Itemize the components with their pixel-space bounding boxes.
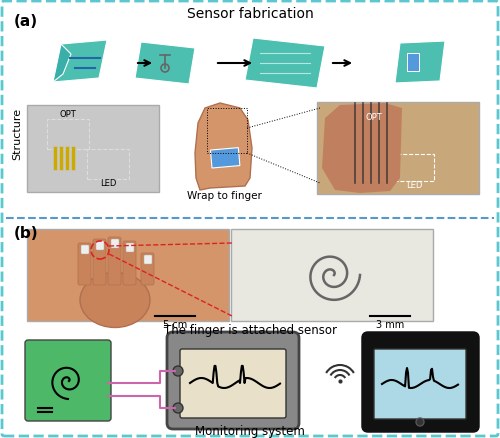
FancyBboxPatch shape	[180, 349, 286, 418]
Text: Structure: Structure	[12, 108, 22, 160]
FancyBboxPatch shape	[111, 240, 119, 248]
Polygon shape	[53, 41, 107, 83]
Polygon shape	[195, 104, 252, 191]
FancyBboxPatch shape	[27, 106, 159, 193]
Polygon shape	[322, 104, 402, 194]
Circle shape	[173, 366, 183, 376]
FancyBboxPatch shape	[363, 333, 478, 431]
Text: Sensor fabrication: Sensor fabrication	[186, 7, 314, 21]
Circle shape	[416, 418, 424, 426]
Polygon shape	[245, 39, 325, 89]
FancyBboxPatch shape	[78, 244, 91, 285]
FancyBboxPatch shape	[167, 332, 299, 429]
Bar	[210, 148, 240, 169]
FancyBboxPatch shape	[231, 230, 433, 321]
Text: Wrap to finger: Wrap to finger	[186, 191, 262, 201]
FancyBboxPatch shape	[93, 240, 106, 285]
Polygon shape	[395, 42, 445, 84]
Text: LED: LED	[406, 180, 422, 190]
Text: (b): (b)	[14, 226, 38, 240]
Text: The finger is attached sensor: The finger is attached sensor	[164, 323, 336, 336]
Bar	[407, 54, 419, 72]
FancyBboxPatch shape	[25, 340, 111, 421]
FancyBboxPatch shape	[81, 245, 89, 254]
Ellipse shape	[80, 273, 150, 328]
FancyBboxPatch shape	[96, 241, 104, 251]
Circle shape	[173, 403, 183, 413]
Text: LED: LED	[100, 179, 116, 187]
FancyBboxPatch shape	[108, 237, 121, 285]
FancyBboxPatch shape	[374, 349, 466, 419]
Polygon shape	[53, 45, 71, 83]
FancyBboxPatch shape	[141, 254, 154, 285]
Text: (a): (a)	[14, 14, 38, 29]
Text: 5 cm: 5 cm	[163, 319, 187, 329]
Text: Monitoring system: Monitoring system	[195, 424, 305, 437]
Text: 3 mm: 3 mm	[376, 319, 404, 329]
Polygon shape	[135, 43, 195, 85]
Text: OPT: OPT	[366, 113, 382, 122]
Text: OPT: OPT	[60, 110, 76, 119]
FancyBboxPatch shape	[27, 230, 229, 321]
FancyBboxPatch shape	[317, 103, 479, 194]
FancyBboxPatch shape	[144, 255, 152, 265]
FancyBboxPatch shape	[126, 244, 134, 252]
FancyBboxPatch shape	[123, 241, 136, 285]
